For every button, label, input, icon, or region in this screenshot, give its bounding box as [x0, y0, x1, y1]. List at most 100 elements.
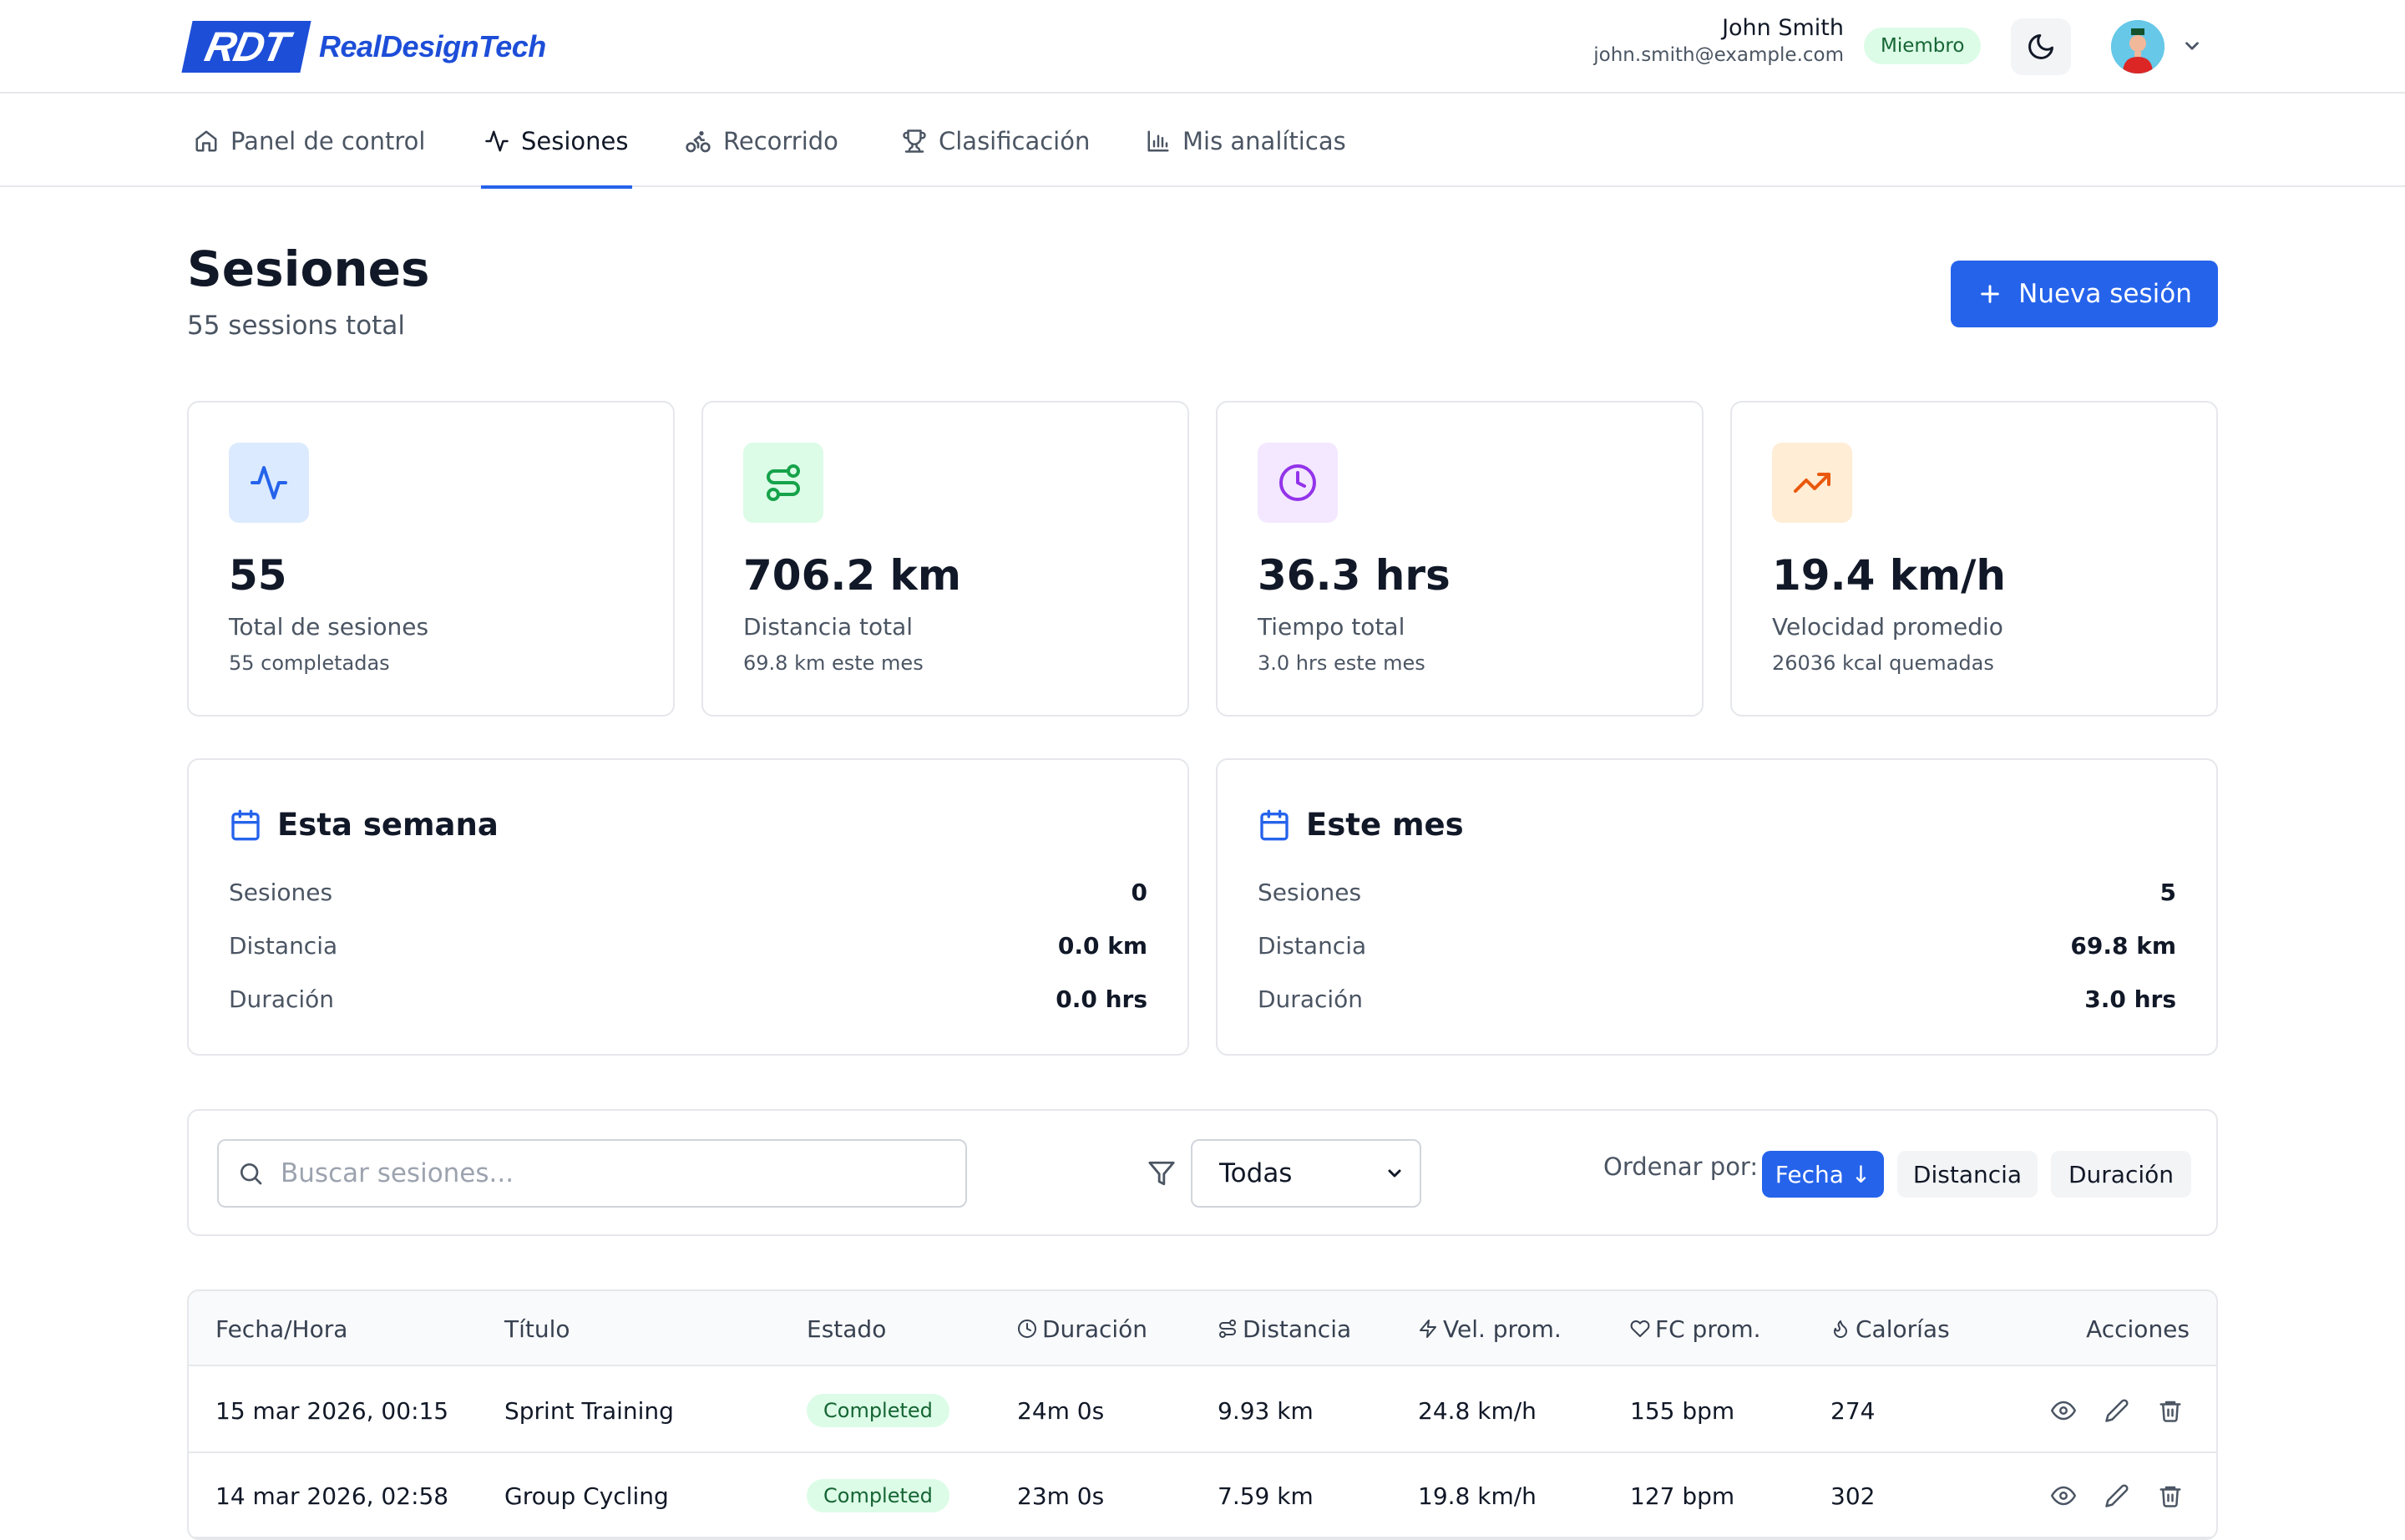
user-name: John Smith: [1722, 15, 1844, 41]
sort-duration-button[interactable]: Duración: [2051, 1151, 2191, 1198]
week-summary-title: Esta semana: [229, 807, 499, 843]
moon-icon: [2028, 34, 2053, 59]
zap-icon: [1420, 1320, 1436, 1338]
trash-icon[interactable]: [2158, 1398, 2183, 1423]
eye-icon[interactable]: [2051, 1398, 2076, 1423]
cell-speed: 24.8 km/h: [1418, 1396, 1537, 1425]
table-header: Fecha/Hora Título Estado Duración Distan…: [189, 1291, 2216, 1366]
nav-label: Sesiones: [521, 127, 629, 155]
stat-label: Tiempo total: [1258, 613, 1405, 641]
row-label: Sesiones: [1258, 878, 1362, 906]
table-row[interactable]: 14 mar 2026, 02:58 Group Cycling Complet…: [189, 1453, 2216, 1538]
clock-icon: [1018, 1320, 1036, 1338]
cell-speed: 19.8 km/h: [1418, 1482, 1537, 1510]
col-header-speed[interactable]: Vel. prom.: [1418, 1291, 1562, 1366]
nav-label: Mis analíticas: [1182, 127, 1346, 155]
account-menu-toggle[interactable]: [2181, 35, 2203, 60]
nav-item-dashboard[interactable]: Panel de control: [194, 95, 425, 187]
status-filter-value: Todas: [1219, 1158, 1293, 1188]
col-header-status[interactable]: Estado: [807, 1315, 887, 1343]
sort-distance-button[interactable]: Distancia: [1897, 1151, 2038, 1198]
nav-item-sessions[interactable]: Sesiones: [481, 95, 632, 189]
col-header-distance[interactable]: Distancia: [1218, 1291, 1351, 1366]
status-filter-select[interactable]: Todas: [1191, 1139, 1421, 1208]
stat-label: Total de sesiones: [229, 613, 429, 641]
clock-icon: [1279, 464, 1316, 501]
col-header-duration[interactable]: Duración: [1017, 1291, 1147, 1366]
row-label: Duración: [1258, 985, 1364, 1013]
page-subtitle: 55 sessions total: [187, 311, 405, 341]
stat-icon-box: [1772, 443, 1852, 523]
month-row-sessions: Sesiones 5: [1258, 875, 2176, 909]
table-row[interactable]: 15 mar 2026, 00:15 Sprint Training Compl…: [189, 1368, 2216, 1453]
sort-label: Ordenar por:: [1603, 1152, 1759, 1181]
row-value: 0.0 km: [1057, 931, 1147, 960]
nav-label: Recorrido: [723, 127, 838, 155]
row-actions: [2051, 1368, 2183, 1453]
search-input[interactable]: [281, 1158, 932, 1188]
row-actions: [2051, 1453, 2183, 1538]
row-label: Distancia: [229, 931, 338, 960]
trash-icon[interactable]: [2158, 1483, 2183, 1508]
row-label: Duración: [229, 985, 335, 1013]
logo-mark: RDT: [181, 21, 311, 73]
stat-sub: 55 completadas: [229, 651, 390, 675]
col-header-date[interactable]: Fecha/Hora: [215, 1315, 348, 1343]
pencil-icon[interactable]: [2104, 1483, 2129, 1508]
theme-toggle-button[interactable]: [2011, 18, 2071, 75]
stat-icon-box: [229, 443, 309, 523]
user-email: john.smith@example.com: [1593, 44, 1844, 66]
search-box[interactable]: [217, 1139, 967, 1208]
flame-icon: [1834, 1320, 1847, 1338]
cell-date: 14 mar 2026, 02:58: [215, 1482, 449, 1510]
row-value: 3.0 hrs: [2084, 985, 2176, 1013]
trending-up-icon: [1794, 473, 1830, 493]
bar-chart-icon: [1147, 130, 1169, 152]
avatar[interactable]: [2111, 20, 2164, 73]
stat-card-speed: 19.4 km/h Velocidad promedio 26036 kcal …: [1730, 401, 2218, 717]
new-session-button[interactable]: Nueva sesión: [1951, 261, 2218, 327]
status-badge: Completed: [807, 1479, 949, 1512]
row-value: 0: [1131, 878, 1147, 906]
month-row-duration: Duración 3.0 hrs: [1258, 982, 2176, 1016]
stat-card-time: 36.3 hrs Tiempo total 3.0 hrs este mes: [1216, 401, 1704, 717]
status-badge: Completed: [807, 1394, 949, 1427]
pencil-icon[interactable]: [2104, 1398, 2129, 1423]
cell-duration: 24m 0s: [1017, 1396, 1105, 1425]
main-nav: Panel de control Sesiones Recorrido Clas…: [0, 95, 2405, 189]
nav-item-route[interactable]: Recorrido: [685, 95, 838, 187]
role-badge: Miembro: [1864, 28, 1982, 64]
col-header-label: Vel. prom.: [1443, 1315, 1562, 1343]
calendar-icon: [1260, 809, 1289, 840]
row-label: Sesiones: [229, 878, 333, 906]
stat-value: 55: [229, 551, 287, 600]
stat-sub: 26036 kcal quemadas: [1772, 651, 1994, 675]
col-header-calories[interactable]: Calorías: [1830, 1291, 1950, 1366]
trophy-icon: [903, 129, 926, 153]
stat-value: 19.4 km/h: [1772, 551, 2006, 600]
logo-mark-text: RDT: [200, 23, 292, 70]
brand-logo[interactable]: RDT RealDesignTech: [181, 20, 546, 73]
week-row-sessions: Sesiones 0: [229, 875, 1147, 909]
chevron-down-icon: [2185, 42, 2199, 50]
user-info: John Smith john.smith@example.com: [1593, 15, 1844, 66]
calendar-icon: [231, 809, 260, 840]
cell-distance: 7.59 km: [1218, 1482, 1314, 1510]
col-header-label: FC prom.: [1655, 1315, 1761, 1343]
col-header-actions: Acciones: [2086, 1315, 2190, 1343]
eye-icon[interactable]: [2051, 1483, 2076, 1508]
week-title-text: Esta semana: [277, 807, 499, 843]
chevron-down-icon: [1388, 1169, 1401, 1178]
cell-heart-rate: 155 bpm: [1630, 1396, 1735, 1425]
month-summary-card: Este mes Sesiones 5 Distancia 69.8 km Dura…: [1216, 758, 2218, 1056]
col-header-title[interactable]: Título: [504, 1315, 570, 1343]
page-title: Sesiones: [187, 241, 430, 297]
nav-item-leaderboard[interactable]: Clasificación: [902, 95, 1090, 187]
activity-icon: [485, 130, 509, 152]
sort-date-button[interactable]: Fecha ↓: [1762, 1151, 1884, 1198]
col-header-heart-rate[interactable]: FC prom.: [1630, 1291, 1761, 1366]
stat-sub: 3.0 hrs este mes: [1258, 651, 1425, 675]
nav-item-analytics[interactable]: Mis analíticas: [1146, 95, 1346, 187]
sessions-table: Fecha/Hora Título Estado Duración Distan…: [187, 1289, 2218, 1540]
plus-icon: [1981, 285, 1999, 303]
